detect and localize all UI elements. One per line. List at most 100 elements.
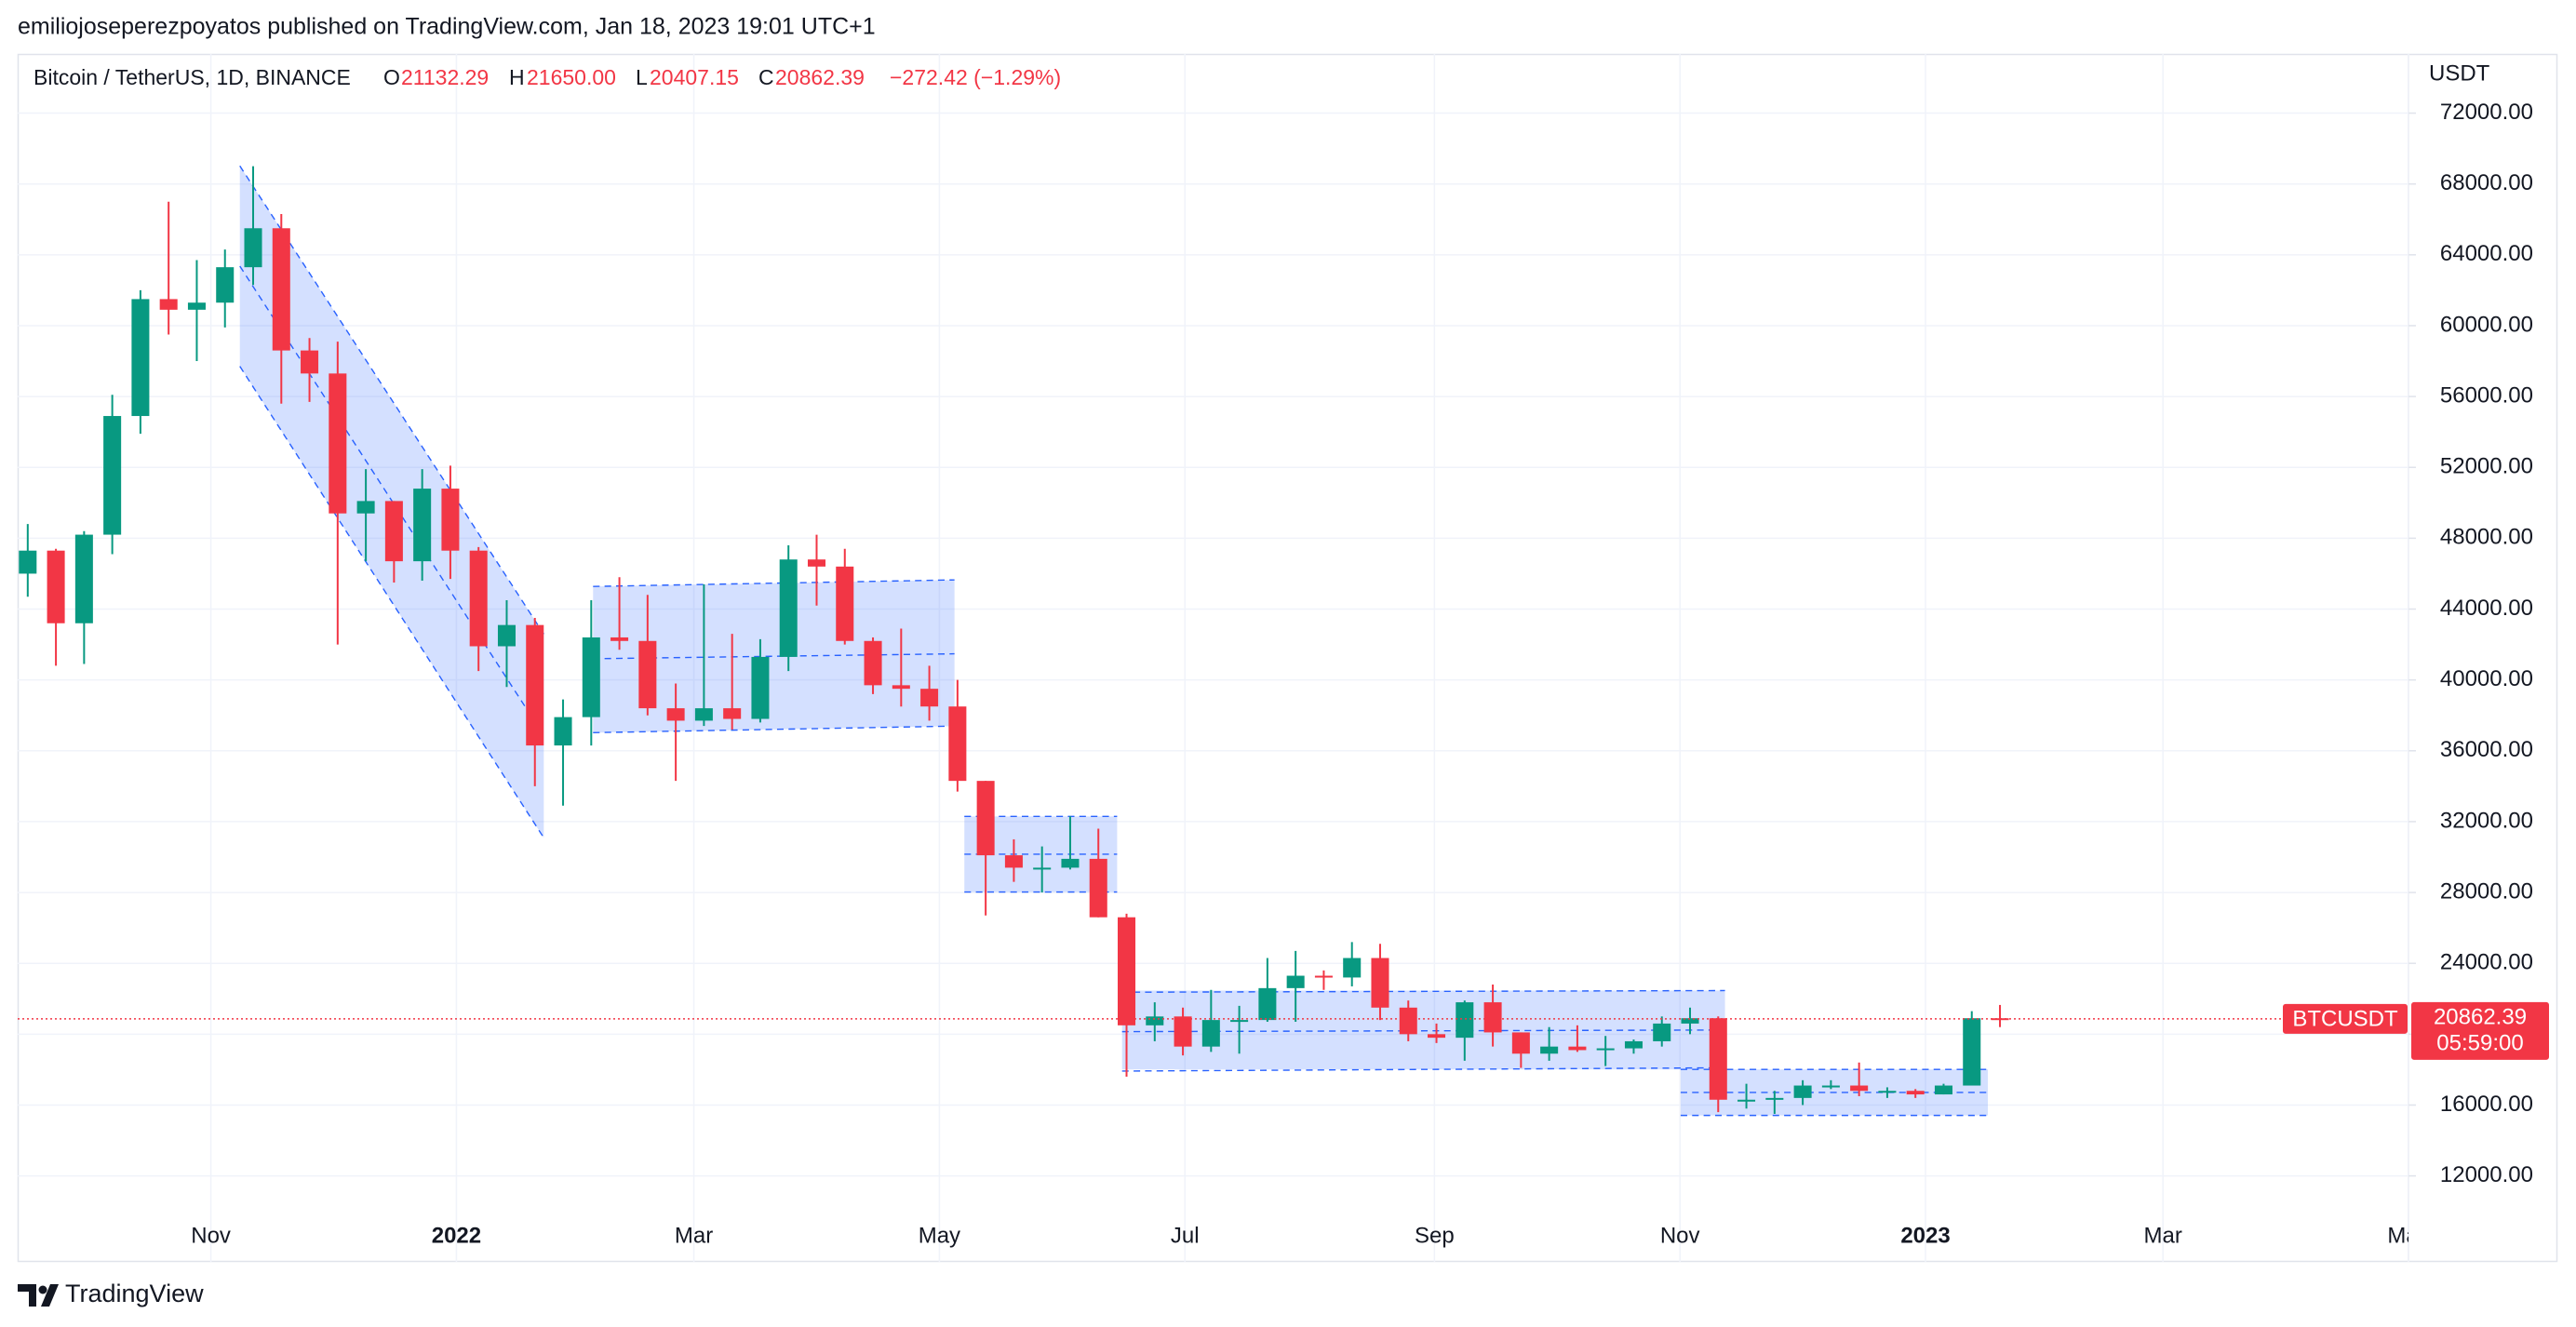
legend-value: 20862.39 (775, 65, 865, 89)
candle-body (1737, 1099, 1756, 1102)
symbol-label-box (2283, 1003, 2408, 1034)
candle-body (301, 350, 319, 374)
logo-dot (38, 1285, 47, 1294)
candle-body (1850, 1085, 1869, 1092)
candle-body (1793, 1085, 1812, 1098)
candle-body (1428, 1034, 1446, 1039)
candle-body (1624, 1040, 1643, 1049)
candle-body (1258, 987, 1277, 1021)
candle-body (1483, 1002, 1502, 1033)
candle-body (384, 501, 403, 562)
legend-value: 20407.15 (650, 65, 739, 89)
y-tick-label: 60000.00 (2440, 312, 2533, 337)
candle-body (526, 624, 544, 746)
candle-body (1230, 1020, 1249, 1023)
range-box (593, 580, 955, 733)
x-tick-label: 2023 (1900, 1223, 1950, 1248)
y-tick-label: 48000.00 (2440, 525, 2533, 550)
x-tick-label: 2022 (432, 1223, 481, 1248)
candle-body (131, 299, 150, 417)
legend-value: 21650.00 (527, 65, 616, 89)
x-tick-label: Jul (1171, 1223, 1200, 1248)
grid (18, 54, 2409, 1262)
candle-body (1878, 1091, 1897, 1093)
candle-body (723, 708, 742, 719)
candle-body (610, 637, 629, 641)
y-tick-label: 16000.00 (2440, 1092, 2533, 1117)
candle-body (272, 228, 290, 351)
candle-body (1286, 975, 1305, 988)
candle-body (751, 656, 770, 719)
legend-letter: C (758, 65, 774, 89)
candle-body (694, 708, 713, 721)
candle-body (1201, 1020, 1220, 1047)
candle-body (1511, 1032, 1530, 1054)
countdown-label: 05:59:00 (2436, 1030, 2523, 1055)
ohlc-legend: O 21132.29 H 21650.00 L 20407.15 C 20862… (383, 65, 1061, 89)
footer-logo: TradingView (18, 1280, 204, 1307)
candle-body (892, 685, 910, 690)
candle-body (356, 501, 375, 514)
candle-body (666, 708, 685, 721)
candle-body (1568, 1046, 1587, 1051)
candle-body (1963, 1018, 1981, 1086)
logo-icon (18, 1284, 59, 1307)
candle-body (469, 550, 488, 647)
x-tick-label: Nov (191, 1223, 231, 1248)
x-tick-label: May (2387, 1223, 2429, 1248)
candle-body (1821, 1085, 1840, 1088)
chart-frame (17, 53, 2558, 1263)
candle-body (19, 550, 37, 574)
x-tick-label: Sep (1415, 1223, 1455, 1248)
candle-body (329, 373, 347, 514)
last-price-label: 20862.39 (2434, 1004, 2527, 1029)
legend-letter: O (383, 65, 400, 89)
candle-body (216, 267, 235, 303)
channel-line (239, 165, 544, 635)
range-box (1121, 990, 1725, 1070)
candle-body (1089, 858, 1107, 918)
candle-body (47, 550, 65, 623)
candle-body (1765, 1097, 1784, 1100)
candle-body (976, 781, 995, 856)
x-tick-label: Mar (2144, 1223, 2182, 1248)
x-tick-label: Nov (1660, 1223, 1700, 1248)
legend-letter: H (509, 65, 525, 89)
candle-body (1343, 958, 1362, 978)
candle-body (244, 228, 262, 268)
y-tick-label: 24000.00 (2440, 950, 2533, 975)
y-tick-label: 40000.00 (2440, 666, 2533, 691)
candle-body (1399, 1007, 1417, 1035)
range-line (1121, 1066, 1725, 1072)
candle-body (582, 637, 600, 717)
candle-body (1934, 1085, 1952, 1095)
candle-body (807, 559, 826, 567)
candles (19, 166, 2009, 1114)
candle-body (1653, 1023, 1671, 1041)
candle-body (1371, 958, 1389, 1008)
candle-body (413, 489, 432, 562)
candle-body (1314, 975, 1333, 978)
symbol-title: Bitcoin / TetherUS, 1D, BINANCE (34, 65, 351, 89)
y-tick-label: 64000.00 (2440, 241, 2533, 266)
candle-body (1540, 1046, 1559, 1054)
candle-body (1004, 855, 1023, 868)
x-tick-label: Mar (675, 1223, 713, 1248)
candle-body (920, 689, 939, 707)
x-tick-label: May (919, 1223, 960, 1248)
y-tick-label: 28000.00 (2440, 878, 2533, 904)
y-tick-label: 72000.00 (2440, 100, 2533, 125)
candle-body (1174, 1016, 1192, 1047)
publish-header: emiliojoseperezpoyatos published on Trad… (18, 14, 876, 40)
symbol-label: BTCUSDT (2292, 1006, 2398, 1031)
time-axis: Nov 2022 Mar May Jul Sep Nov 2023 Mar May (191, 1223, 2429, 1248)
legend-change: −272.42 (−1.29%) (890, 65, 1061, 89)
range-line (1121, 989, 1725, 993)
range-line (593, 725, 955, 734)
price-label-box (2411, 1001, 2549, 1060)
candle-body (187, 302, 206, 310)
candle-body (1596, 1048, 1615, 1051)
candle-body (497, 624, 516, 647)
y-tick-label: 36000.00 (2440, 737, 2533, 762)
